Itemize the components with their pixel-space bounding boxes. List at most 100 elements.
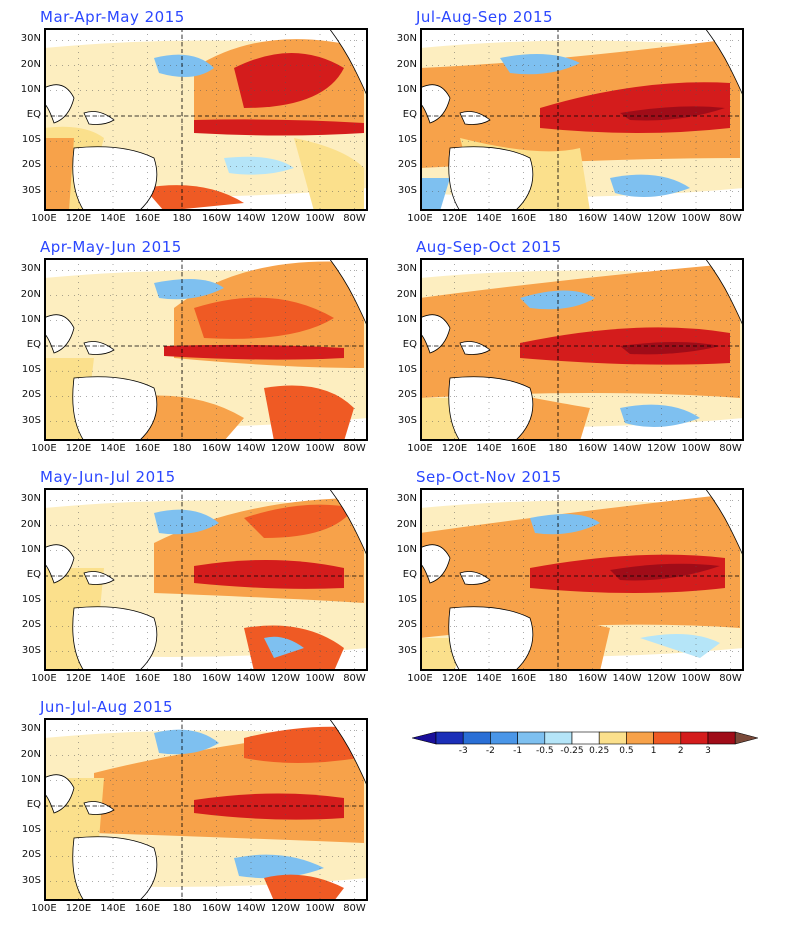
anomaly-region [620, 342, 720, 355]
lat-tick-label: 10N [20, 83, 41, 95]
anomaly-region [194, 119, 364, 136]
lon-tick-label: 140W [236, 903, 266, 914]
anomaly-region [194, 559, 344, 589]
lon-tick-label: 80W [343, 673, 366, 684]
panel-title: Aug-Sep-Oct 2015 [416, 238, 562, 256]
colorbar-tick-label: 0.25 [589, 746, 610, 756]
anomaly-region [620, 106, 725, 121]
panel-apr-may-jun: Apr-May-Jun 2015 30N 20N 10N EQ 10S 20S 30S 100… [21, 238, 390, 458]
lon-tick-label: 160W [202, 443, 231, 454]
sst-anomaly-svg [420, 488, 744, 671]
landmass [459, 111, 491, 125]
lon-tick-label: 140W [612, 213, 642, 224]
colorbar-tick-label: -3 [458, 746, 468, 756]
lat-tick-label: 30S [21, 184, 41, 196]
lon-tick-label: 80W [719, 213, 742, 224]
anomaly-region [420, 638, 460, 671]
lat-tick-label: EQ [26, 799, 41, 810]
colorbar-tick-label: 1 [650, 746, 657, 756]
colorbar-bin [517, 731, 546, 745]
anomaly-region [264, 385, 354, 441]
lat-tick-label: 10S [397, 134, 417, 146]
lat-tick-label: 20N [20, 518, 41, 530]
anomaly-region [44, 138, 74, 211]
panel-may-jun-jul: May-Jun-Jul 2015 30N 20N 10N EQ 10S 20S 30S 100… [21, 468, 390, 688]
lon-tick-label: 100E [31, 213, 57, 224]
lon-tick-label: 120W [271, 443, 300, 454]
lon-tick-label: 100E [31, 903, 57, 914]
lon-tick-label: 80W [719, 443, 742, 454]
anomaly-region [264, 636, 304, 658]
sst-anomaly-map [44, 258, 368, 441]
colorbar-tick-label: 3 [705, 746, 711, 756]
panel-aug-sep-oct: Aug-Sep-Oct 2015 30N 20N 10N EQ 10S 20S 30S 100… [397, 238, 766, 458]
lon-tick-label: 80W [719, 673, 742, 684]
sst-anomaly-map [44, 488, 368, 671]
lat-tick-label: 30N [20, 33, 41, 45]
lon-tick-label: 80W [343, 213, 366, 224]
lon-tick-label: 100W [305, 673, 335, 684]
anomaly-region [224, 156, 294, 175]
panel-title: Mar-Apr-May 2015 [40, 8, 185, 26]
lon-tick-label: 120W [647, 443, 676, 454]
lon-tick-label: 160E [134, 903, 161, 914]
anomaly-region [234, 53, 344, 108]
lat-tick-label: 20S [21, 849, 41, 861]
anomaly-region [244, 504, 354, 538]
lat-tick-label: 30S [21, 644, 41, 656]
landmass [72, 836, 158, 901]
lat-tick-label: 30S [397, 644, 417, 656]
lat-tick-label: 20N [20, 58, 41, 70]
lat-tick-label: 10N [396, 313, 417, 325]
lon-tick-label: 180 [548, 443, 568, 454]
lon-tick-label: 120E [441, 443, 468, 454]
anomaly-region [154, 509, 219, 535]
lat-tick-label: 10S [397, 594, 417, 606]
map-frame [44, 258, 368, 441]
colorbar-bin [707, 731, 736, 745]
anomaly-region [420, 178, 450, 211]
anomaly-region [640, 634, 720, 658]
sst-anomaly-svg [44, 28, 368, 211]
panel-title: Sep-Oct-Nov 2015 [416, 468, 562, 486]
lon-tick-label: 120E [441, 673, 468, 684]
lon-tick-label: 120E [441, 213, 468, 224]
lon-tick-label: 180 [172, 673, 192, 684]
colorbar-bin [653, 731, 682, 745]
landmass [448, 146, 534, 211]
colorbar-svg [411, 731, 760, 745]
sst-anomaly-svg [44, 718, 368, 901]
landmass [83, 571, 115, 585]
lon-tick-label: 180 [172, 903, 192, 914]
lon-tick-label: 120W [271, 903, 300, 914]
lon-tick-label: 140E [100, 443, 126, 454]
landmass [72, 376, 158, 441]
lat-tick-label: 30S [21, 414, 41, 426]
lat-tick-label: 20S [21, 619, 41, 631]
lon-tick-label: 160E [510, 443, 537, 454]
sst-anomaly-map [420, 258, 744, 441]
lat-tick-label: EQ [26, 569, 41, 580]
colorbar-legend: -3 -2 -1 -0.5 -0.25 0.25 0.5 1 2 3 [411, 730, 760, 760]
lat-tick-label: 20N [20, 748, 41, 760]
lat-tick-label: 30N [396, 33, 417, 45]
lat-tick-label: 20S [397, 159, 417, 171]
lon-tick-label: 120W [647, 213, 676, 224]
landmass [83, 111, 115, 125]
lat-tick-label: 30N [20, 493, 41, 505]
lat-tick-label: 30S [397, 184, 417, 196]
landmass [459, 341, 491, 355]
lon-tick-label: 120W [647, 673, 676, 684]
lon-tick-label: 100W [681, 673, 711, 684]
lat-tick-label: 20S [21, 159, 41, 171]
colorbar-tick-label: 0.5 [619, 746, 634, 756]
anomaly-region [620, 404, 700, 427]
lon-tick-label: 120W [271, 673, 300, 684]
panel-jun-jul-aug: Jun-Jul-Aug 2015 30N 20N 10N EQ 10S 20S 30S 100… [21, 698, 390, 918]
lat-tick-label: 30N [20, 263, 41, 275]
lon-tick-label: 120W [271, 213, 300, 224]
lat-tick-label: 20S [21, 389, 41, 401]
lon-tick-label: 100W [305, 903, 335, 914]
panel-mar-apr-may: Mar-Apr-May 2015 30N 20N 10N EQ 10S 20S 30S 100… [21, 8, 390, 228]
lat-tick-label: 30N [396, 263, 417, 275]
